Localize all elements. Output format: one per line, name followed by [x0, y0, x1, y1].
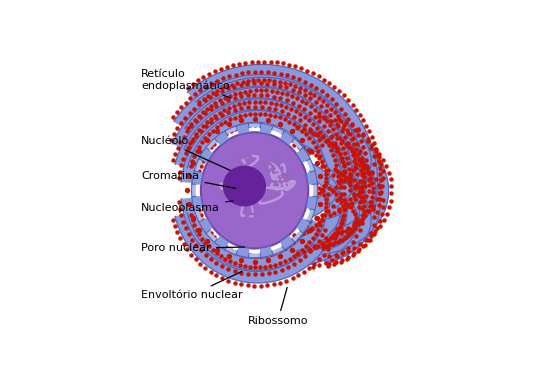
Polygon shape [280, 131, 295, 146]
Polygon shape [172, 86, 354, 178]
Polygon shape [195, 159, 203, 172]
Polygon shape [188, 64, 378, 214]
Polygon shape [296, 218, 310, 233]
Polygon shape [225, 126, 237, 135]
Polygon shape [321, 183, 371, 264]
Polygon shape [292, 231, 303, 242]
Polygon shape [206, 231, 217, 242]
Text: Nucléolo: Nucléolo [141, 136, 230, 170]
Polygon shape [199, 218, 213, 233]
Polygon shape [206, 138, 217, 150]
Polygon shape [191, 184, 196, 197]
Text: Retículo
endoplasmático: Retículo endoplasmático [141, 69, 230, 98]
Text: Nucleoplasma: Nucleoplasma [141, 201, 233, 213]
Polygon shape [292, 130, 342, 217]
Polygon shape [322, 163, 380, 262]
Polygon shape [175, 213, 340, 283]
Polygon shape [272, 246, 284, 255]
Text: Poro nuclear: Poro nuclear [141, 244, 244, 253]
Polygon shape [331, 120, 371, 195]
Polygon shape [292, 138, 303, 150]
Polygon shape [236, 123, 249, 135]
Text: Cromatina: Cromatina [141, 171, 236, 188]
Polygon shape [306, 171, 317, 185]
Polygon shape [192, 196, 203, 210]
Polygon shape [215, 235, 229, 250]
Polygon shape [312, 117, 360, 208]
Polygon shape [192, 171, 203, 185]
Polygon shape [272, 126, 284, 135]
Polygon shape [249, 253, 261, 258]
Polygon shape [249, 123, 261, 127]
Polygon shape [199, 147, 213, 163]
Polygon shape [307, 170, 360, 265]
Polygon shape [296, 147, 310, 163]
Polygon shape [225, 246, 237, 255]
Polygon shape [174, 75, 366, 194]
Polygon shape [175, 98, 340, 167]
Text: Ribossomo: Ribossomo [248, 287, 308, 326]
Polygon shape [260, 246, 273, 257]
Polygon shape [328, 130, 380, 231]
Polygon shape [236, 246, 249, 257]
Polygon shape [260, 123, 273, 135]
Ellipse shape [223, 166, 265, 206]
Polygon shape [306, 196, 317, 210]
Polygon shape [292, 164, 342, 251]
Polygon shape [215, 131, 229, 146]
Polygon shape [306, 209, 315, 222]
Polygon shape [181, 109, 321, 183]
Ellipse shape [201, 132, 308, 248]
Polygon shape [280, 235, 295, 250]
Polygon shape [313, 184, 318, 197]
Polygon shape [324, 149, 389, 254]
Polygon shape [195, 209, 203, 222]
Polygon shape [306, 159, 315, 172]
Text: Envoltório nuclear: Envoltório nuclear [141, 271, 243, 300]
Polygon shape [181, 198, 324, 271]
